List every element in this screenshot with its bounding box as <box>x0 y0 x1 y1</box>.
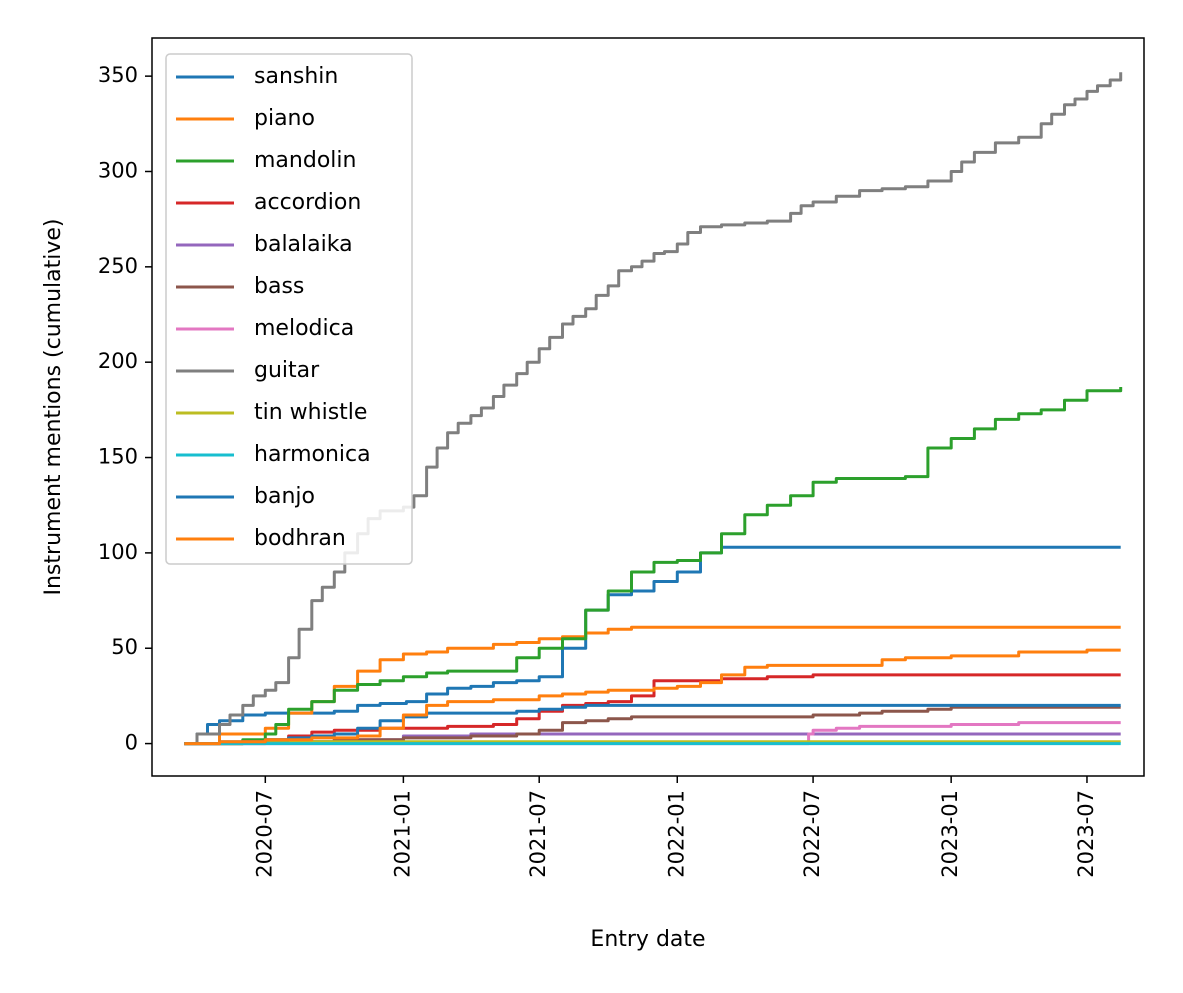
x-tick-label: 2023-01 <box>938 790 962 878</box>
y-tick-label: 200 <box>98 349 138 373</box>
legend-entry: banjo <box>254 484 315 509</box>
x-tick-label: 2021-01 <box>390 790 414 878</box>
legend-entry: bass <box>254 274 304 299</box>
y-tick-label: 50 <box>111 635 138 659</box>
legend: sanshin piano mandolin accordion balalaika ba… <box>165 53 413 565</box>
legend-entry: melodica <box>254 316 354 341</box>
legend-entry: piano <box>254 106 315 131</box>
legend-entry: guitar <box>254 358 320 383</box>
legend-entry: sanshin <box>254 64 338 89</box>
y-axis-label: Instrument mentions (cumulative) <box>41 218 66 595</box>
legend-entry: bodhran <box>254 526 346 551</box>
x-tick-label: 2023-07 <box>1074 790 1098 878</box>
series-line-sanshin <box>184 545 1121 746</box>
y-tick-label: 300 <box>98 158 138 182</box>
series-line-bass <box>184 705 1121 746</box>
legend-entry: balalaika <box>254 232 353 257</box>
x-axis: 2020-07 2021-01 2021-07 2022-01 2022-07 2023-… <box>252 776 1098 878</box>
series-lines <box>184 72 1123 746</box>
legend-entry: harmonica <box>254 442 371 467</box>
y-tick-label: 100 <box>98 540 138 564</box>
legend-entry: mandolin <box>254 148 356 173</box>
series-line-piano <box>184 625 1121 746</box>
x-tick-label: 2021-07 <box>526 790 550 878</box>
x-tick-label: 2022-01 <box>664 790 688 878</box>
series-line-guitar <box>184 72 1123 746</box>
y-tick-label: 350 <box>98 63 138 87</box>
y-tick-label: 0 <box>125 731 138 755</box>
legend-entry: tin whistle <box>254 400 367 425</box>
plot-frame <box>151 37 1145 777</box>
y-tick-label: 150 <box>98 445 138 469</box>
series-line-bodhran <box>184 648 1121 746</box>
x-axis-label: Entry date <box>590 927 705 952</box>
legend-box <box>165 53 413 565</box>
x-tick-label: 2020-07 <box>252 790 276 878</box>
x-tick-label: 2022-07 <box>800 790 824 878</box>
series-line-melodica <box>184 721 1121 746</box>
series-line-mandolin <box>184 387 1123 746</box>
y-tick-label: 250 <box>98 254 138 278</box>
legend-entry: accordion <box>254 190 361 215</box>
y-axis: 0 50 100 150 200 250 300 350 <box>98 63 152 755</box>
